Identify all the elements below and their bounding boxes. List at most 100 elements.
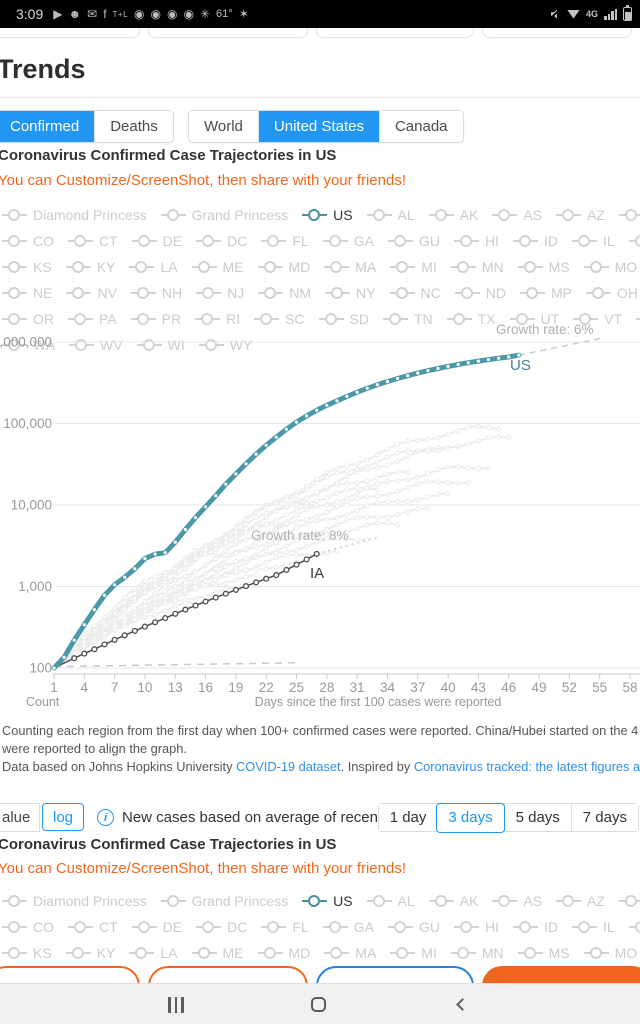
legend-item-de[interactable]: DE bbox=[131, 919, 182, 935]
legend-item-ms[interactable]: MS bbox=[517, 945, 570, 961]
legend-item-tx[interactable]: TX bbox=[446, 311, 496, 327]
legend-item-ga[interactable]: GA bbox=[322, 919, 374, 935]
legend-item-diamond-princess[interactable]: Diamond Princess bbox=[2, 207, 147, 223]
home-button[interactable] bbox=[298, 984, 338, 1024]
legend-item-nv[interactable]: NV bbox=[66, 285, 117, 301]
day-option-7-days[interactable]: 7 days bbox=[570, 804, 638, 831]
legend-item-hi[interactable]: HI bbox=[453, 233, 499, 249]
trajectory-chart[interactable]: Growth rate: 6% Growth rate: 8% IA US 1 4 7 10 1… bbox=[0, 318, 640, 718]
legend-item-ky[interactable]: KY bbox=[65, 945, 115, 961]
legend-item-mi[interactable]: MI bbox=[390, 259, 437, 275]
back-button[interactable] bbox=[442, 984, 482, 1024]
recents-button[interactable] bbox=[156, 984, 196, 1024]
legend-item-dc[interactable]: DC bbox=[196, 919, 247, 935]
legend-item-ca[interactable]: CA bbox=[618, 207, 640, 223]
legend-item-ct[interactable]: CT bbox=[68, 919, 118, 935]
legend-item-hi[interactable]: HI bbox=[453, 919, 499, 935]
legend-item-mo[interactable]: MO bbox=[583, 259, 637, 275]
legend-item-mo[interactable]: MO bbox=[583, 945, 637, 961]
legend-item-mp[interactable]: MP bbox=[519, 285, 572, 301]
legend-item-label: MD bbox=[288, 259, 311, 275]
value-toggle-partial[interactable]: alue bbox=[0, 803, 41, 832]
legend-item-nd[interactable]: ND bbox=[454, 285, 506, 301]
legend-item-va[interactable]: VA bbox=[636, 311, 640, 327]
legend-item-la[interactable]: LA bbox=[129, 259, 178, 275]
legend-item-in[interactable]: IN bbox=[628, 233, 640, 249]
legend-item-md[interactable]: MD bbox=[257, 259, 311, 275]
legend-item-sd[interactable]: SD bbox=[318, 311, 369, 327]
legend-item-us[interactable]: US bbox=[302, 207, 353, 223]
tab-deaths[interactable]: Deaths bbox=[94, 111, 173, 142]
legend-item-wa[interactable]: WA bbox=[2, 337, 55, 353]
legend-item-in[interactable]: IN bbox=[628, 919, 640, 935]
legend-item-nm[interactable]: NM bbox=[258, 285, 311, 301]
legend-item-nc[interactable]: NC bbox=[389, 285, 441, 301]
legend-item-diamond-princess[interactable]: Diamond Princess bbox=[2, 893, 147, 909]
legend-item-co[interactable]: CO bbox=[2, 233, 54, 249]
legend-item-id[interactable]: ID bbox=[512, 919, 558, 935]
legend-item-ny[interactable]: NY bbox=[325, 285, 376, 301]
legend-item-nj[interactable]: NJ bbox=[196, 285, 244, 301]
info-icon[interactable]: i bbox=[97, 809, 114, 826]
legend-item-dc[interactable]: DC bbox=[196, 233, 247, 249]
legend-item-pa[interactable]: PA bbox=[68, 311, 117, 327]
legend-item-al[interactable]: AL bbox=[366, 893, 415, 909]
legend-item-ks[interactable]: KS bbox=[2, 945, 52, 961]
legend-item-grand-princess[interactable]: Grand Princess bbox=[160, 207, 288, 223]
legend-item-as[interactable]: AS bbox=[492, 207, 542, 223]
legend-item-gu[interactable]: GU bbox=[387, 233, 440, 249]
legend-item-il[interactable]: IL bbox=[571, 919, 615, 935]
day-option-5-days[interactable]: 5 days bbox=[503, 804, 571, 831]
legend-item-gu[interactable]: GU bbox=[387, 919, 440, 935]
legend-item-de[interactable]: DE bbox=[131, 233, 182, 249]
legend-item-as[interactable]: AS bbox=[492, 893, 542, 909]
legend-item-ky[interactable]: KY bbox=[65, 259, 115, 275]
legend-item-tn[interactable]: TN bbox=[383, 311, 433, 327]
tab-confirmed[interactable]: Confirmed bbox=[0, 111, 95, 142]
legend-item-ct[interactable]: CT bbox=[68, 233, 118, 249]
legend-item-la[interactable]: LA bbox=[129, 945, 178, 961]
day-option-3-days[interactable]: 3 days bbox=[436, 802, 505, 833]
legend-item-wv[interactable]: WV bbox=[69, 337, 123, 353]
legend-item-ut[interactable]: UT bbox=[509, 311, 559, 327]
legend-item-mi[interactable]: MI bbox=[390, 945, 437, 961]
legend-item-al[interactable]: AL bbox=[366, 207, 415, 223]
tab-canada[interactable]: Canada bbox=[378, 111, 463, 142]
legend-item-md[interactable]: MD bbox=[257, 945, 310, 961]
legend-item-fl[interactable]: FL bbox=[261, 233, 309, 249]
legend-item-ks[interactable]: KS bbox=[2, 259, 52, 275]
legend-item-il[interactable]: IL bbox=[571, 233, 615, 249]
legend-item-ri[interactable]: RI bbox=[195, 311, 240, 327]
inspired-link[interactable]: Coronavirus tracked: the latest figures … bbox=[413, 759, 640, 774]
legend-item-ak[interactable]: AK bbox=[428, 893, 478, 909]
legend-item-us[interactable]: US bbox=[302, 893, 353, 909]
legend-item-me[interactable]: ME bbox=[191, 945, 244, 961]
legend-item-ga[interactable]: GA bbox=[322, 233, 374, 249]
legend-item-ca[interactable]: CA bbox=[618, 893, 640, 909]
legend-item-ne[interactable]: NE bbox=[2, 285, 52, 301]
legend-item-co[interactable]: CO bbox=[2, 919, 54, 935]
legend-item-sc[interactable]: SC bbox=[254, 311, 305, 327]
legend-item-vt[interactable]: VT bbox=[573, 311, 622, 327]
tab-united-states[interactable]: United States bbox=[257, 111, 379, 142]
legend-item-me[interactable]: ME bbox=[191, 259, 244, 275]
legend-item-nh[interactable]: NH bbox=[130, 285, 182, 301]
legend-item-mn[interactable]: MN bbox=[450, 945, 504, 961]
tab-world[interactable]: World bbox=[189, 111, 258, 142]
legend-item-or[interactable]: OR bbox=[2, 311, 54, 327]
legend-item-ma[interactable]: MA bbox=[324, 259, 376, 275]
legend-item-mn[interactable]: MN bbox=[450, 259, 504, 275]
legend-item-grand-princess[interactable]: Grand Princess bbox=[160, 893, 288, 909]
dataset-link[interactable]: COVID-19 dataset bbox=[236, 759, 341, 774]
legend-item-oh[interactable]: OH bbox=[585, 285, 638, 301]
legend-item-az[interactable]: AZ bbox=[556, 207, 605, 223]
legend-item-ms[interactable]: MS bbox=[517, 259, 570, 275]
log-scale-button[interactable]: log bbox=[42, 803, 85, 831]
legend-item-pr[interactable]: PR bbox=[130, 311, 181, 327]
legend-item-az[interactable]: AZ bbox=[556, 893, 605, 909]
day-option-1-day[interactable]: 1 day bbox=[378, 804, 438, 831]
legend-item-ma[interactable]: MA bbox=[324, 945, 376, 961]
legend-item-id[interactable]: ID bbox=[512, 233, 558, 249]
legend-item-ak[interactable]: AK bbox=[428, 207, 478, 223]
legend-item-fl[interactable]: FL bbox=[261, 919, 309, 935]
